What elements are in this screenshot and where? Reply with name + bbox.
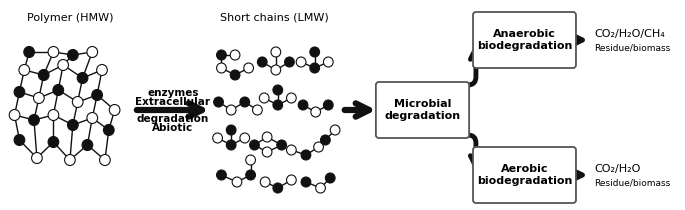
Circle shape xyxy=(246,170,256,180)
FancyBboxPatch shape xyxy=(376,82,469,138)
Circle shape xyxy=(29,114,39,126)
Circle shape xyxy=(230,70,240,80)
Text: degradation: degradation xyxy=(137,114,209,124)
Circle shape xyxy=(99,155,110,165)
Circle shape xyxy=(296,57,306,67)
Circle shape xyxy=(216,63,226,73)
Circle shape xyxy=(325,173,335,183)
Circle shape xyxy=(24,46,34,58)
Circle shape xyxy=(14,87,25,97)
Circle shape xyxy=(214,97,223,107)
Text: enzymes: enzymes xyxy=(147,88,199,98)
Circle shape xyxy=(226,125,236,135)
Circle shape xyxy=(240,97,249,107)
Circle shape xyxy=(77,72,88,84)
Circle shape xyxy=(232,177,242,187)
Circle shape xyxy=(271,47,281,57)
Circle shape xyxy=(92,89,103,101)
Circle shape xyxy=(244,63,253,73)
Circle shape xyxy=(284,57,295,67)
Circle shape xyxy=(323,100,333,110)
Circle shape xyxy=(103,125,114,135)
Circle shape xyxy=(253,105,262,115)
Circle shape xyxy=(330,125,340,135)
Circle shape xyxy=(321,135,330,145)
Circle shape xyxy=(260,93,269,103)
Circle shape xyxy=(32,152,42,164)
Circle shape xyxy=(82,139,92,151)
Text: CO₂/H₂O/CH₄: CO₂/H₂O/CH₄ xyxy=(595,29,665,39)
Circle shape xyxy=(262,147,272,157)
Circle shape xyxy=(19,64,29,76)
Text: Abiotic: Abiotic xyxy=(152,123,193,133)
Circle shape xyxy=(48,46,59,58)
Circle shape xyxy=(230,50,240,60)
Circle shape xyxy=(301,150,311,160)
Text: Residue/biomass: Residue/biomass xyxy=(595,178,671,188)
Text: Microbial
degradation: Microbial degradation xyxy=(384,99,460,121)
Circle shape xyxy=(110,105,120,116)
Circle shape xyxy=(273,183,283,193)
Circle shape xyxy=(73,97,83,108)
Circle shape xyxy=(48,136,59,147)
Circle shape xyxy=(58,59,68,71)
Circle shape xyxy=(262,132,272,142)
Circle shape xyxy=(34,92,45,104)
Circle shape xyxy=(14,134,25,146)
Circle shape xyxy=(226,140,236,150)
Circle shape xyxy=(260,177,270,187)
Circle shape xyxy=(286,175,296,185)
Circle shape xyxy=(246,155,256,165)
FancyBboxPatch shape xyxy=(473,147,576,203)
Circle shape xyxy=(273,100,283,110)
Text: Extracellular: Extracellular xyxy=(136,97,210,107)
Circle shape xyxy=(68,119,78,130)
Circle shape xyxy=(87,46,98,58)
Circle shape xyxy=(301,177,311,187)
Circle shape xyxy=(216,170,226,180)
Circle shape xyxy=(53,84,64,96)
Circle shape xyxy=(9,109,20,121)
Circle shape xyxy=(87,113,98,123)
Text: Aerobic
biodegradation: Aerobic biodegradation xyxy=(477,164,572,186)
Circle shape xyxy=(64,155,75,165)
Circle shape xyxy=(48,109,59,121)
FancyBboxPatch shape xyxy=(473,12,576,68)
Text: Anaerobic
biodegradation: Anaerobic biodegradation xyxy=(477,29,572,51)
Circle shape xyxy=(311,107,321,117)
Text: CO₂/H₂O: CO₂/H₂O xyxy=(595,164,640,174)
Circle shape xyxy=(68,50,78,60)
Text: Short chains (LMW): Short chains (LMW) xyxy=(221,13,329,23)
Circle shape xyxy=(249,140,260,150)
Text: Residue/biomass: Residue/biomass xyxy=(595,43,671,52)
Circle shape xyxy=(316,183,325,193)
Circle shape xyxy=(213,133,223,143)
Circle shape xyxy=(314,142,323,152)
Circle shape xyxy=(286,93,296,103)
Text: Polymer (HMW): Polymer (HMW) xyxy=(27,13,113,23)
Circle shape xyxy=(97,64,108,76)
Circle shape xyxy=(310,47,319,57)
Circle shape xyxy=(216,50,226,60)
Circle shape xyxy=(286,145,296,155)
Circle shape xyxy=(277,140,286,150)
Circle shape xyxy=(38,70,49,80)
Circle shape xyxy=(271,65,281,75)
Circle shape xyxy=(298,100,308,110)
Circle shape xyxy=(310,63,319,73)
Circle shape xyxy=(258,57,267,67)
Circle shape xyxy=(226,105,236,115)
Circle shape xyxy=(323,57,333,67)
Circle shape xyxy=(273,85,283,95)
Circle shape xyxy=(240,133,249,143)
